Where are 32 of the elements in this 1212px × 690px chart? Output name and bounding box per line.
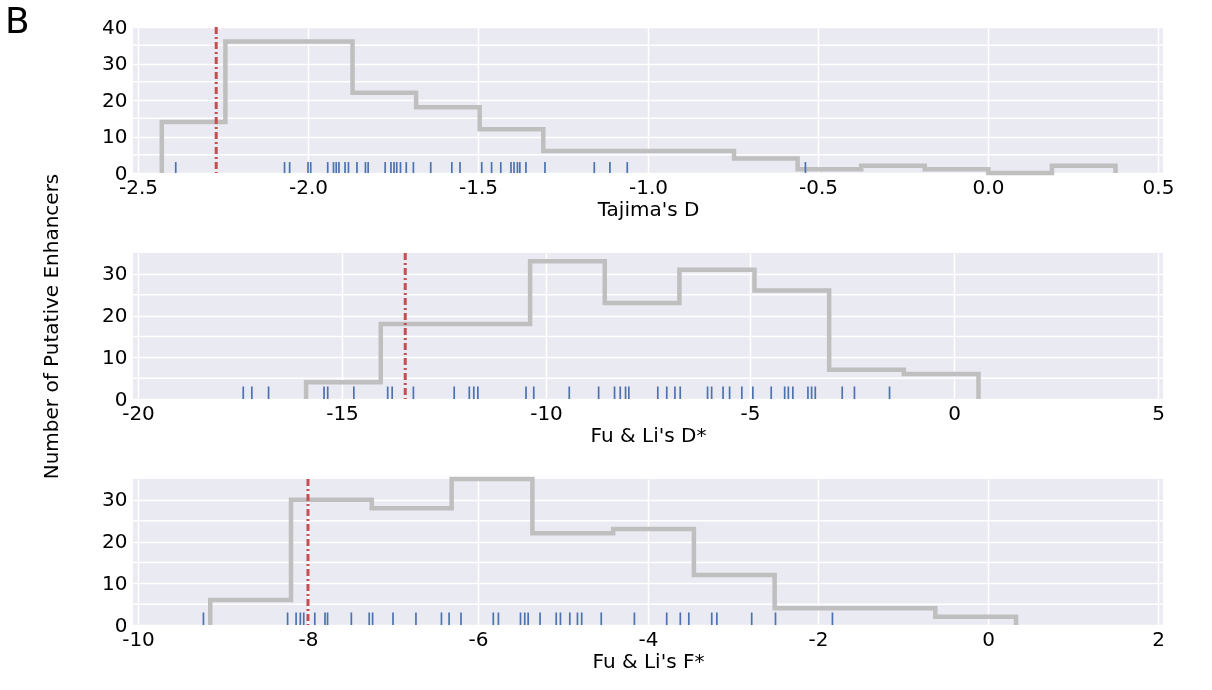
x-tick-label: -5 — [740, 400, 761, 425]
x-axis-title: Fu & Li's D* — [590, 422, 707, 447]
y-tick-label: 10 — [102, 344, 128, 369]
x-tick-label: -1.0 — [628, 174, 669, 199]
x-tick-label: -2.0 — [288, 174, 329, 199]
x-tick-label: -10 — [530, 400, 563, 425]
x-tick-label: 2 — [1152, 626, 1165, 651]
x-axis-title: Fu & Li's F* — [592, 648, 705, 673]
y-tick-label: 40 — [102, 14, 128, 39]
x-tick-label: 0 — [982, 626, 995, 651]
x-axis-title: Tajima's D — [596, 196, 700, 221]
x-tick-label: -8 — [298, 626, 319, 651]
y-tick-label: 30 — [102, 51, 128, 75]
x-tick-label: -15 — [326, 400, 359, 425]
y-tick-label: 20 — [102, 529, 128, 554]
x-tick-label: -4 — [638, 626, 659, 651]
x-tick-label: 0 — [948, 400, 961, 425]
x-tick-label: -6 — [468, 626, 489, 651]
text: B — [5, 0, 30, 41]
y-tick-label: 20 — [102, 303, 128, 328]
x-tick-label: -2 — [808, 626, 829, 651]
y-tick-label: 20 — [102, 87, 128, 112]
x-tick-label: -1.5 — [458, 174, 499, 199]
y-tick-label: 10 — [102, 124, 128, 148]
y-tick-label: 30 — [102, 487, 128, 512]
x-tick-label: 0.5 — [1142, 174, 1175, 199]
y-tick-label: 30 — [102, 261, 128, 286]
y-axis-title: Number of Putative Enhancers — [39, 173, 64, 480]
x-tick-label: 0.0 — [972, 174, 1005, 199]
x-tick-label: 5 — [1152, 400, 1165, 425]
y-tick-label: 10 — [102, 570, 128, 595]
x-tick-label: -0.5 — [798, 174, 839, 199]
